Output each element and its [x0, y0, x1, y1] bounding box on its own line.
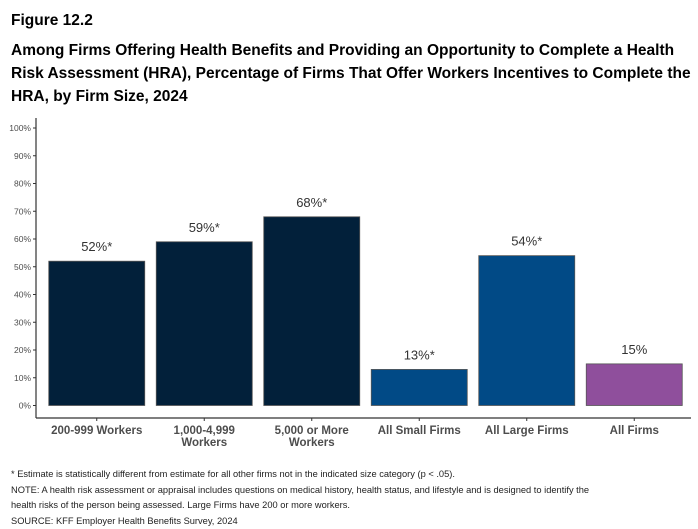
y-tick-label: 90%: [14, 151, 31, 161]
bar: [264, 217, 360, 406]
data-label: 13%*: [404, 347, 435, 362]
y-tick-label: 0%: [19, 401, 32, 411]
x-tick-label: All Firms: [610, 425, 659, 437]
y-tick-label: 10%: [14, 373, 31, 383]
x-tick-label: Workers: [289, 437, 335, 449]
footnotes: * Estimate is statistically different fr…: [11, 467, 589, 529]
bar: [49, 261, 145, 405]
y-tick-label: 20%: [14, 345, 31, 355]
data-label: 15%: [621, 342, 647, 357]
footnote-significance: * Estimate is statistically different fr…: [11, 467, 589, 483]
bar: [479, 256, 575, 406]
y-tick-label: 40%: [14, 290, 31, 300]
y-tick-label: 30%: [14, 317, 31, 327]
bar: [156, 242, 252, 406]
bar: [586, 364, 682, 406]
data-label: 59%*: [189, 220, 220, 235]
x-tick-label: 5,000 or More: [275, 425, 349, 437]
x-tick-label: Workers: [181, 437, 227, 449]
y-tick-label: 70%: [14, 206, 31, 216]
x-tick-label: 1,000-4,999: [174, 425, 235, 437]
x-tick-label: 200-999 Workers: [51, 425, 142, 437]
bar-chart: 0% 10% 20% 30% 40% 50% 60% 70% 80% 90% 100% 52%* 200…: [0, 0, 698, 460]
data-label: 52%*: [81, 239, 112, 254]
y-tick-label: 100%: [9, 123, 31, 133]
data-label: 54%*: [511, 234, 542, 249]
y-tick-label: 50%: [14, 262, 31, 272]
x-tick-label: All Large Firms: [485, 425, 569, 437]
footnote-note-1: NOTE: A health risk assessment or apprai…: [11, 483, 589, 499]
footnote-source: SOURCE: KFF Employer Health Benefits Sur…: [11, 514, 589, 529]
data-label: 68%*: [296, 195, 327, 210]
y-tick-label: 80%: [14, 179, 31, 189]
bar: [371, 369, 467, 405]
x-tick-label: All Small Firms: [378, 425, 461, 437]
y-tick-label: 60%: [14, 234, 31, 244]
footnote-note-2: health risks of the person being assesse…: [11, 498, 589, 514]
